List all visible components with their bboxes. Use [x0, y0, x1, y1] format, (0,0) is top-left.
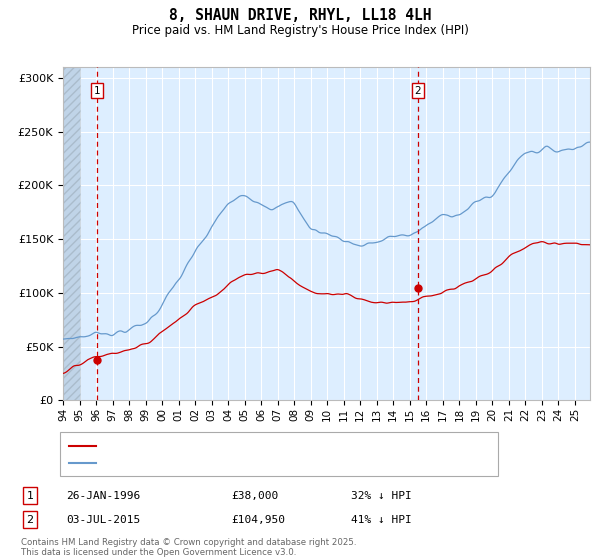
Text: £104,950: £104,950	[231, 515, 285, 525]
Text: 2: 2	[26, 515, 34, 525]
Text: 26-JAN-1996: 26-JAN-1996	[66, 491, 140, 501]
Text: Price paid vs. HM Land Registry's House Price Index (HPI): Price paid vs. HM Land Registry's House …	[131, 24, 469, 36]
Text: 03-JUL-2015: 03-JUL-2015	[66, 515, 140, 525]
Text: 1: 1	[94, 86, 100, 96]
Text: 32% ↓ HPI: 32% ↓ HPI	[351, 491, 412, 501]
Text: 1: 1	[26, 491, 34, 501]
Text: 41% ↓ HPI: 41% ↓ HPI	[351, 515, 412, 525]
Text: 8, SHAUN DRIVE, RHYL, LL18 4LH (detached house): 8, SHAUN DRIVE, RHYL, LL18 4LH (detached…	[102, 441, 370, 451]
Text: 8, SHAUN DRIVE, RHYL, LL18 4LH: 8, SHAUN DRIVE, RHYL, LL18 4LH	[169, 8, 431, 24]
Text: Contains HM Land Registry data © Crown copyright and database right 2025.
This d: Contains HM Land Registry data © Crown c…	[21, 538, 356, 557]
Text: £38,000: £38,000	[231, 491, 278, 501]
Text: 2: 2	[415, 86, 421, 96]
Text: HPI: Average price, detached house, Denbighshire: HPI: Average price, detached house, Denb…	[102, 458, 364, 468]
